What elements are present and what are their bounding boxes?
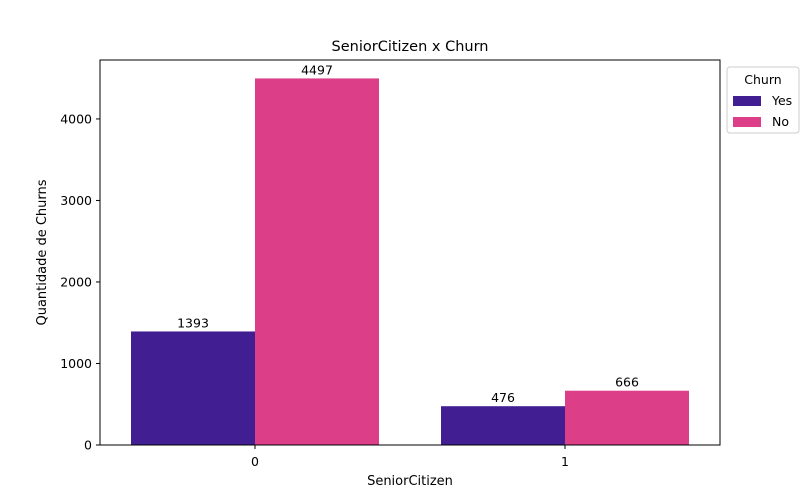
y-tick-label: 1000 — [60, 356, 92, 371]
y-tick-label: 3000 — [60, 193, 92, 208]
bar-yes-1 — [441, 406, 565, 445]
legend-swatch-yes — [733, 96, 761, 106]
plot-bars — [131, 78, 689, 446]
bar-value-label: 476 — [491, 390, 515, 405]
x-tick-label: 0 — [251, 454, 259, 469]
legend-label: No — [772, 114, 789, 129]
legend: Churn Yes No — [726, 66, 800, 134]
bar-no-1 — [565, 390, 689, 445]
bar-value-label: 1393 — [177, 315, 209, 330]
y-tick-label: 2000 — [60, 274, 92, 289]
bar-yes-0 — [131, 331, 255, 445]
legend-swatch-no — [733, 117, 761, 127]
plot-frame — [99, 59, 721, 446]
legend-frame — [726, 66, 800, 134]
chart-title: SeniorCitizen x Churn — [332, 39, 489, 55]
y-tick-label: 0 — [84, 438, 92, 453]
bar-no-0 — [255, 78, 379, 446]
x-tick-label: 1 — [561, 454, 569, 469]
y-axis-label: Quantidade de Churns — [35, 179, 50, 325]
legend-title: Churn — [744, 72, 781, 87]
legend-label: Yes — [771, 93, 792, 108]
bar-value-label: 666 — [615, 375, 639, 390]
x-axis-label: SeniorCitizen — [367, 474, 453, 489]
y-axis: 0 1000 2000 3000 4000 — [60, 111, 100, 453]
bar-value-label: 4497 — [301, 62, 333, 77]
y-tick-label: 4000 — [60, 111, 92, 126]
bar-value-labels: 1393 476 4497 666 — [177, 62, 639, 405]
